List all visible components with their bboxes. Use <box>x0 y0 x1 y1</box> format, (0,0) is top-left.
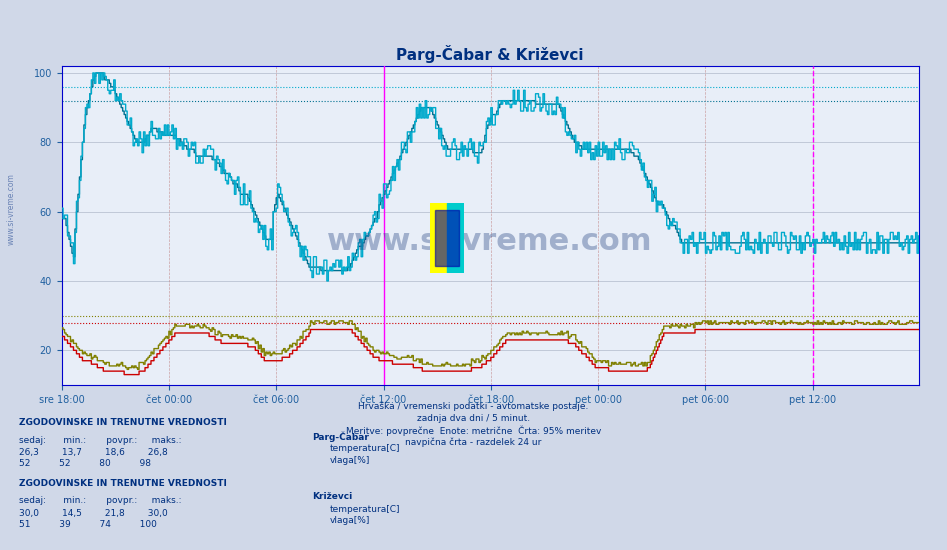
Text: www.si-vreme.com: www.si-vreme.com <box>328 227 652 256</box>
Text: 30,0        14,5        21,8        30,0: 30,0 14,5 21,8 30,0 <box>19 509 168 518</box>
Title: Parg-Čabar & Križevci: Parg-Čabar & Križevci <box>397 46 583 63</box>
Text: www.si-vreme.com: www.si-vreme.com <box>7 173 16 245</box>
Text: Hrvaška / vremenski podatki - avtomatske postaje.: Hrvaška / vremenski podatki - avtomatske… <box>358 402 589 411</box>
Text: Križevci: Križevci <box>313 492 353 501</box>
Text: vlaga[%]: vlaga[%] <box>330 516 370 525</box>
Text: 26,3        13,7        18,6        26,8: 26,3 13,7 18,6 26,8 <box>19 448 168 457</box>
Text: temperatura[C]: temperatura[C] <box>330 505 400 514</box>
Text: temperatura[C]: temperatura[C] <box>330 444 400 453</box>
Text: ZGODOVINSKE IN TRENUTNE VREDNOSTI: ZGODOVINSKE IN TRENUTNE VREDNOSTI <box>19 418 227 427</box>
Text: 51          39          74          100: 51 39 74 100 <box>19 520 157 529</box>
Text: 52          52          80          98: 52 52 80 98 <box>19 459 151 468</box>
Text: sedaj:      min.:       povpr.:     maks.:: sedaj: min.: povpr.: maks.: <box>19 436 182 444</box>
Text: vlaga[%]: vlaga[%] <box>330 456 370 465</box>
Text: Parg-Čabar: Parg-Čabar <box>313 432 369 442</box>
Text: sedaj:      min.:       povpr.:     maks.:: sedaj: min.: povpr.: maks.: <box>19 496 182 505</box>
Text: zadnja dva dni / 5 minut.: zadnja dva dni / 5 minut. <box>417 414 530 422</box>
Text: ZGODOVINSKE IN TRENUTNE VREDNOSTI: ZGODOVINSKE IN TRENUTNE VREDNOSTI <box>19 478 227 487</box>
Text: navpična črta - razdelek 24 ur: navpična črta - razdelek 24 ur <box>405 438 542 447</box>
Text: Meritve: povprečne  Enote: metrične  Črta: 95% meritev: Meritve: povprečne Enote: metrične Črta:… <box>346 426 601 436</box>
